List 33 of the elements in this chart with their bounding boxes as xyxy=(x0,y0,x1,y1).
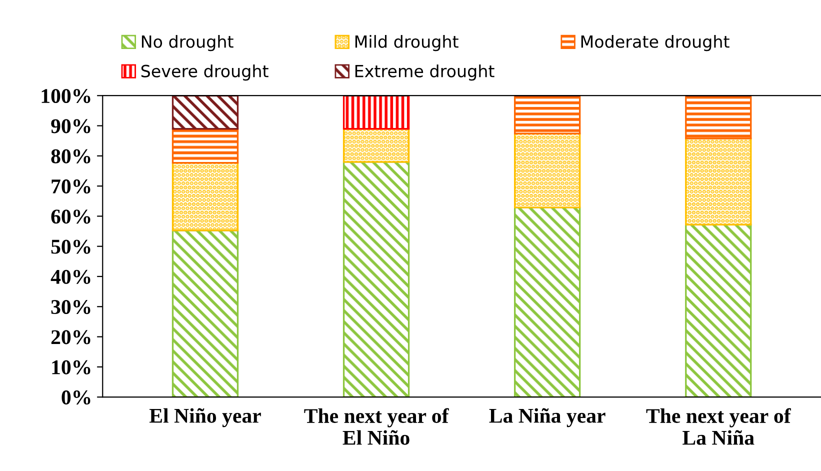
y-tick-label: 90% xyxy=(51,119,90,134)
bar xyxy=(514,96,581,134)
y-tick-label: 40% xyxy=(50,270,90,284)
x-tick-label: The next year of El Niño xyxy=(304,408,449,445)
bar xyxy=(172,96,239,130)
bar xyxy=(342,161,410,398)
bar xyxy=(342,128,410,163)
x-tick-label: La Niña year xyxy=(489,408,606,428)
y-tick-label: 80% xyxy=(51,149,90,164)
y-tick-label: 10% xyxy=(52,360,90,374)
legend-label: No drought xyxy=(142,35,234,52)
bar xyxy=(172,128,239,164)
bar xyxy=(342,96,410,130)
bar xyxy=(685,224,752,398)
y-tick-label: 70% xyxy=(52,179,90,194)
legend-label: Extreme drought xyxy=(355,64,494,81)
legend-label: Moderate drought xyxy=(581,35,730,52)
x-tick-label: El Niño year xyxy=(149,408,261,428)
y-tick-label: 100% xyxy=(42,88,90,104)
bar xyxy=(514,206,581,398)
bar xyxy=(514,132,581,208)
x-tick-label: The next year of La Niña xyxy=(646,408,792,445)
y-tick-label: 30% xyxy=(51,300,90,314)
y-tick-label: 50% xyxy=(51,240,90,254)
y-tick-label: 0% xyxy=(62,390,90,405)
bar xyxy=(685,96,752,140)
y-tick-label: 60% xyxy=(51,210,90,224)
bar xyxy=(172,162,239,232)
bar xyxy=(685,138,752,226)
legend-label: Mild drought xyxy=(355,35,458,52)
legend-label: Severe drought xyxy=(141,64,268,81)
y-tick-label: 20% xyxy=(51,330,90,344)
bar xyxy=(172,230,239,398)
